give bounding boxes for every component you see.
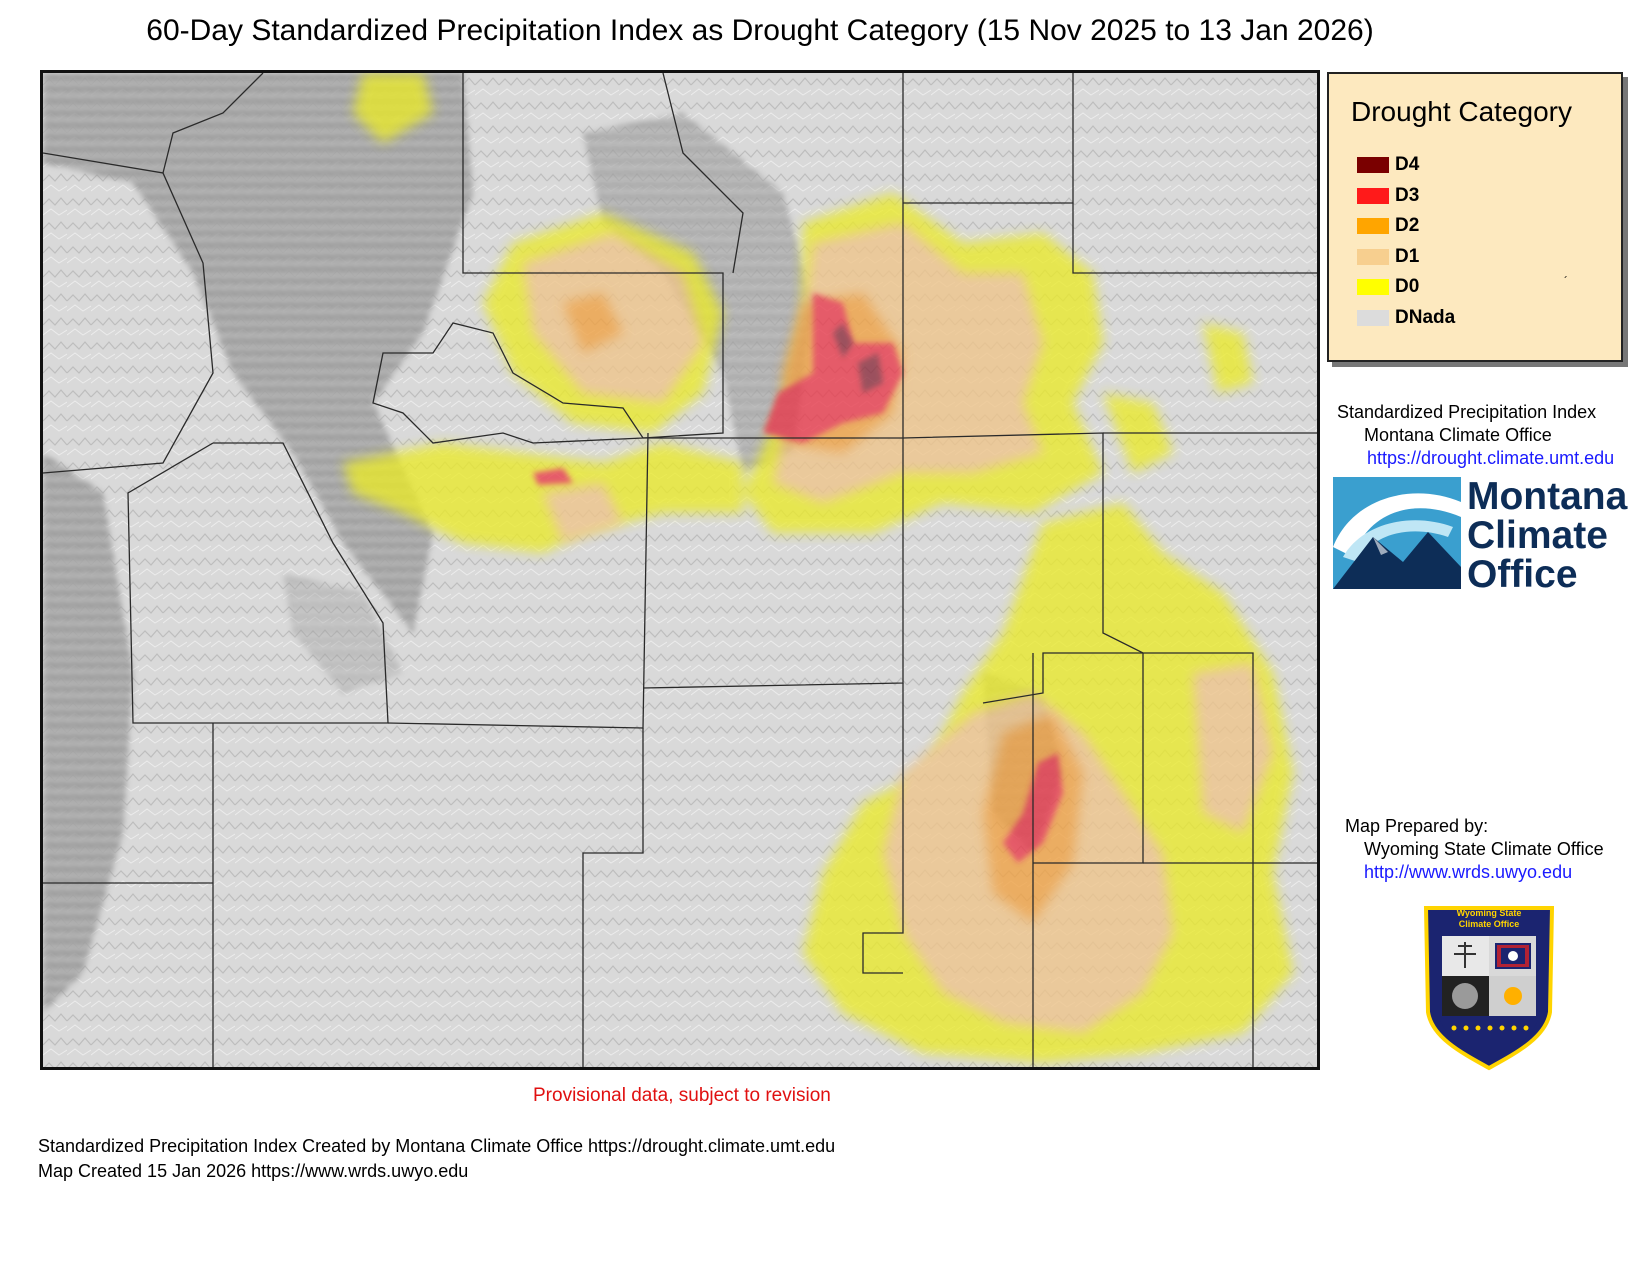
legend-item-d2: D2 (1357, 211, 1455, 242)
legend-label: D0 (1395, 276, 1420, 298)
legend-swatch-d4 (1357, 157, 1389, 174)
wsco-badge-title: Wyoming State Climate Office (1418, 908, 1560, 930)
wyoming-state-climate-office-badge: Wyoming State Climate Office (1418, 902, 1560, 1072)
legend-box: Drought Category D4 D3 D2 D1 D0 DNada ´ (1327, 72, 1623, 362)
legend-swatch-d3 (1357, 187, 1389, 204)
legend-label: D1 (1395, 245, 1420, 267)
legend-label: D3 (1395, 184, 1420, 206)
legend-swatch-d2 (1357, 218, 1389, 235)
legend-item-d1: D1 (1357, 242, 1455, 273)
mco-logo-line1: Montana (1467, 475, 1628, 518)
legend-label: DNada (1395, 306, 1456, 328)
drought-map[interactable] (40, 70, 1320, 1070)
spi-credit-line2: Montana Climate Office (1364, 425, 1552, 445)
footer: Standardized Precipitation Index Created… (38, 1134, 835, 1184)
wsco-badge-title-line2: Climate Office (1458, 919, 1520, 929)
legend-swatch-dnada (1357, 309, 1389, 326)
legend-item-d0: D0 (1357, 272, 1455, 303)
footer-line1: Standardized Precipitation Index Created… (38, 1136, 836, 1156)
legend-item-d4: D4 (1357, 150, 1455, 181)
map-title: 60-Day Standardized Precipitation Index … (146, 14, 1374, 47)
mco-logo-icon (1333, 477, 1461, 589)
legend-label: D2 (1395, 215, 1420, 237)
spi-credit-link[interactable]: https://drought.climate.umt.edu (1367, 448, 1615, 468)
legend-label: D4 (1395, 154, 1420, 176)
legend-title: Drought Category (1351, 96, 1573, 127)
mco-logo-line2: Climate (1467, 514, 1608, 557)
wsco-badge-title-line1: Wyoming State (1456, 908, 1522, 918)
legend-tick-mark: ´ (1564, 274, 1568, 288)
drought-overlay (343, 73, 1293, 1063)
mco-logo-line3: Office (1467, 553, 1578, 596)
legend-swatch-d1 (1357, 248, 1389, 265)
footer-line2: Map Created 15 Jan 2026 https://www.wrds… (38, 1161, 469, 1181)
county-boundaries (43, 73, 1317, 1067)
spi-credit-line1: Standardized Precipitation Index (1337, 402, 1597, 422)
provisional-notice: Provisional data, subject to revision (533, 1085, 831, 1106)
legend-item-dnada: DNada (1357, 303, 1455, 334)
legend-list: D4 D3 D2 D1 D0 DNada (1357, 150, 1455, 333)
wsco-badge-icon (1423, 906, 1555, 1071)
montana-climate-office-logo: Montana Climate Office (1333, 477, 1638, 594)
prepared-by-org: Wyoming State Climate Office (1364, 839, 1604, 859)
mco-logo-text: Montana Climate Office (1467, 477, 1627, 594)
legend-item-d3: D3 (1357, 181, 1455, 212)
prepared-by-label: Map Prepared by: (1345, 816, 1489, 836)
drought-map-canvas (43, 73, 1317, 1067)
d4-areas (833, 323, 883, 393)
prepared-by-link[interactable]: http://www.wrds.uwyo.edu (1364, 862, 1573, 882)
legend-swatch-d0 (1357, 279, 1389, 296)
